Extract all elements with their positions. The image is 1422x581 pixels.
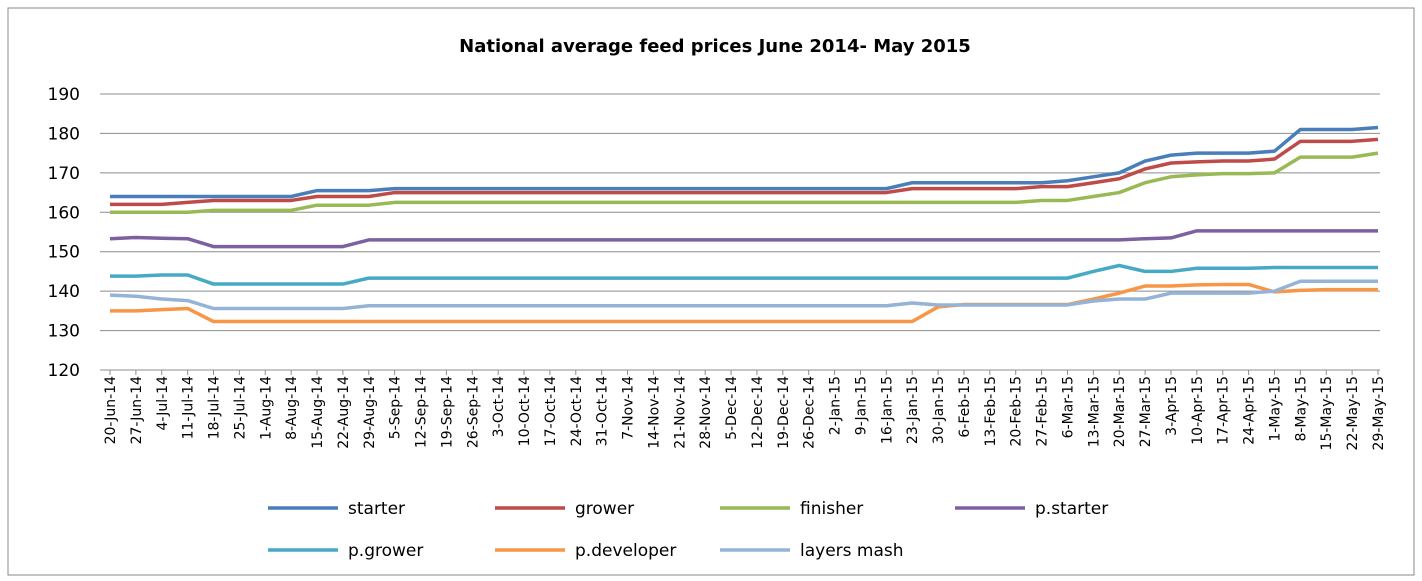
x-tick-label: 13-Mar-15 bbox=[1086, 376, 1102, 447]
x-tick-label: 3-Oct-14 bbox=[491, 376, 507, 438]
legend-label: finisher bbox=[800, 499, 863, 519]
x-tick-label: 12-Sep-14 bbox=[414, 376, 430, 448]
x-tick-label: 20-Feb-15 bbox=[1009, 376, 1025, 447]
legend-label: grower bbox=[575, 499, 634, 519]
x-tick-label: 12-Dec-14 bbox=[750, 376, 766, 449]
legend-label: layers mash bbox=[800, 541, 904, 561]
x-tick-label: 5-Dec-14 bbox=[724, 376, 740, 440]
x-tick-label: 11-Jul-14 bbox=[181, 376, 197, 439]
x-tick-label: 1-May-15 bbox=[1267, 376, 1283, 442]
x-tick-label: 26-Sep-14 bbox=[465, 376, 481, 448]
x-tick-label: 25-Jul-14 bbox=[232, 376, 248, 439]
x-tick-label: 18-Jul-14 bbox=[207, 376, 223, 439]
x-tick-label: 28-Nov-14 bbox=[698, 376, 714, 449]
series-line bbox=[109, 279, 1378, 311]
x-tick-label: 9-Jan-15 bbox=[853, 376, 869, 435]
x-tick-label: 23-Jan-15 bbox=[905, 376, 921, 444]
x-tick-label: 22-Aug-14 bbox=[336, 376, 352, 449]
y-tick-label: 130 bbox=[48, 322, 80, 342]
x-tick-label: 15-May-15 bbox=[1319, 376, 1335, 450]
x-tick-label: 19-Sep-14 bbox=[439, 376, 455, 448]
y-tick-label: 150 bbox=[48, 243, 80, 263]
chart-title: National average feed prices June 2014- … bbox=[459, 36, 971, 57]
x-tick-label: 27-Jun-14 bbox=[129, 376, 145, 444]
y-tick-label: 180 bbox=[48, 124, 80, 144]
legend-label: starter bbox=[348, 499, 405, 519]
legend-label: p.grower bbox=[348, 541, 423, 561]
series-line bbox=[110, 282, 1378, 324]
x-tick-label: 1-Aug-14 bbox=[258, 376, 274, 440]
x-tick-label: 16-Jan-15 bbox=[879, 376, 895, 444]
x-tick-label: 5-Sep-14 bbox=[388, 376, 404, 439]
x-tick-label: 6-Mar-15 bbox=[1060, 376, 1076, 438]
x-tick-label: 2-Jan-15 bbox=[828, 376, 844, 435]
series-line bbox=[110, 137, 1379, 207]
series-line bbox=[110, 263, 1378, 286]
y-tick-label: 170 bbox=[48, 164, 80, 184]
y-tick-label: 120 bbox=[48, 361, 80, 381]
series-line bbox=[110, 125, 1379, 199]
series-line bbox=[110, 151, 1379, 215]
series-line bbox=[109, 229, 1378, 249]
x-tick-label: 6-Feb-15 bbox=[957, 376, 973, 438]
x-tick-label: 15-Aug-14 bbox=[310, 376, 326, 449]
x-tick-label: 27-Feb-15 bbox=[1035, 376, 1051, 447]
x-tick-label: 20-Mar-15 bbox=[1112, 376, 1128, 447]
x-tick-label: 26-Dec-14 bbox=[802, 376, 818, 449]
x-tick-label: 14-Nov-14 bbox=[646, 376, 662, 449]
x-tick-label: 10-Oct-14 bbox=[517, 376, 533, 446]
x-tick-label: 17-Apr-15 bbox=[1216, 376, 1232, 445]
x-tick-label: 22-May-15 bbox=[1345, 376, 1361, 450]
y-tick-label: 190 bbox=[48, 85, 80, 105]
x-tick-label: 24-Oct-14 bbox=[569, 376, 585, 446]
x-tick-label: 29-Aug-14 bbox=[362, 376, 378, 449]
x-tick-label: 8-May-15 bbox=[1293, 376, 1309, 442]
x-tick-label: 20-Jun-14 bbox=[103, 376, 119, 444]
x-tick-label: 31-Oct-14 bbox=[595, 376, 611, 446]
x-tick-label: 30-Jan-15 bbox=[931, 376, 947, 444]
x-tick-label: 3-Apr-15 bbox=[1164, 376, 1180, 436]
x-tick-label: 24-Apr-15 bbox=[1242, 376, 1258, 445]
legend-label: p.developer bbox=[575, 541, 676, 561]
x-tick-label: 21-Nov-14 bbox=[672, 376, 688, 449]
x-tick-label: 4-Jul-14 bbox=[155, 376, 171, 431]
x-tick-label: 29-May-15 bbox=[1371, 376, 1387, 450]
x-tick-label: 13-Feb-15 bbox=[983, 376, 999, 447]
x-tick-label: 27-Mar-15 bbox=[1138, 376, 1154, 447]
y-tick-label: 140 bbox=[48, 282, 80, 302]
x-tick-label: 19-Dec-14 bbox=[776, 376, 792, 449]
x-tick-label: 7-Nov-14 bbox=[621, 376, 637, 440]
x-tick-label: 10-Apr-15 bbox=[1190, 376, 1206, 445]
legend-label: p.starter bbox=[1035, 499, 1108, 519]
y-tick-label: 160 bbox=[48, 203, 80, 223]
x-tick-label: 17-Oct-14 bbox=[543, 376, 559, 446]
x-tick-label: 8-Aug-14 bbox=[284, 376, 300, 440]
